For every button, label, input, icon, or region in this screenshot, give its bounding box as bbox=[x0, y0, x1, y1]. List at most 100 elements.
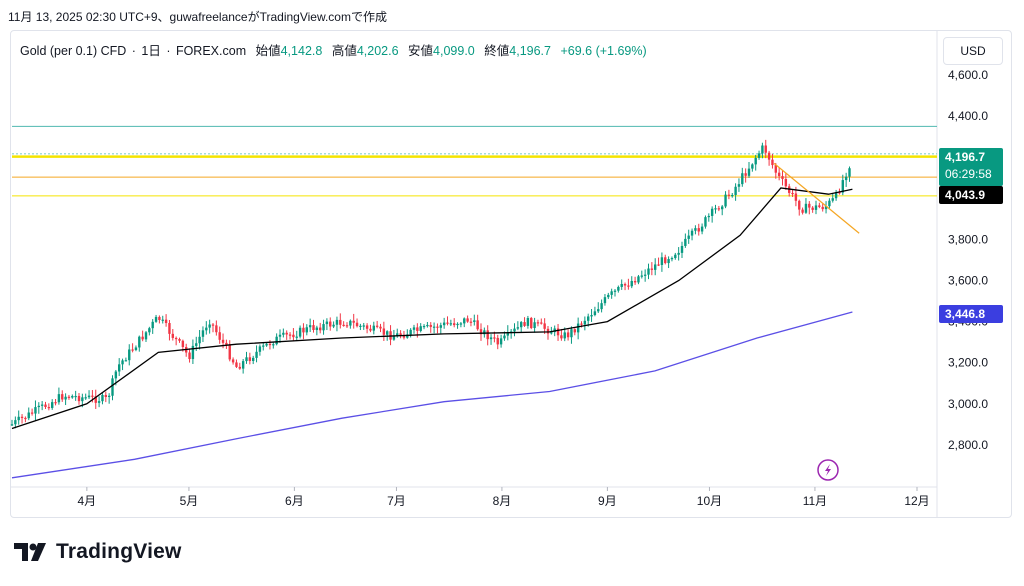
candle-body bbox=[453, 323, 456, 326]
candle-body bbox=[587, 316, 590, 321]
candle-body bbox=[442, 322, 446, 326]
ma-long-tag: 3,446.8 bbox=[939, 305, 1003, 323]
candle-body bbox=[513, 328, 516, 332]
candle-body bbox=[757, 153, 761, 158]
interval[interactable]: 1日 bbox=[141, 44, 161, 58]
candle-body bbox=[439, 325, 442, 328]
candle-body bbox=[148, 328, 151, 333]
candle-body bbox=[637, 276, 640, 283]
candle-body bbox=[272, 344, 275, 346]
candle-body bbox=[489, 337, 493, 340]
candle-body bbox=[647, 268, 650, 275]
candle-body bbox=[349, 320, 352, 326]
x-tick-label: 4月 bbox=[78, 494, 97, 508]
candle-body bbox=[516, 327, 520, 329]
candle-body bbox=[844, 176, 848, 181]
candle-body bbox=[396, 333, 399, 337]
candle-body bbox=[764, 145, 767, 153]
symbol-name[interactable]: Gold (per 0.1) CFD bbox=[20, 44, 127, 58]
symbol-legend: Gold (per 0.1) CFD · 1日 · FOREX.com 始値4,… bbox=[20, 44, 647, 58]
y-tick-label: 4,400.0 bbox=[948, 109, 988, 123]
candle-body bbox=[456, 323, 459, 326]
candle-body bbox=[114, 371, 118, 379]
last-price: 4,196.7 bbox=[945, 150, 986, 164]
candle-body bbox=[429, 324, 432, 327]
candle-body bbox=[365, 325, 369, 329]
candle-body bbox=[848, 168, 851, 177]
x-tick-label: 6月 bbox=[285, 494, 304, 508]
candle-body bbox=[650, 268, 654, 270]
candle-body bbox=[449, 323, 453, 325]
candle-body bbox=[215, 325, 218, 333]
candle-body bbox=[503, 335, 506, 339]
candle-body bbox=[704, 217, 707, 227]
candle-body bbox=[727, 194, 731, 196]
candle-body bbox=[667, 259, 670, 264]
y-tick-label: 3,600.0 bbox=[948, 274, 988, 288]
candle-body bbox=[523, 322, 526, 326]
candle-body bbox=[744, 173, 747, 176]
x-tick-label: 12月 bbox=[904, 494, 929, 508]
candle-body bbox=[520, 322, 523, 328]
candle-body bbox=[258, 346, 262, 352]
candle-body bbox=[168, 323, 171, 334]
candle-body bbox=[339, 319, 342, 325]
candle-body bbox=[27, 412, 30, 419]
y-tick-label: 2,800.0 bbox=[948, 438, 988, 452]
candle-body bbox=[741, 173, 744, 185]
candle-body bbox=[419, 326, 422, 331]
candle-body bbox=[831, 198, 834, 201]
candle-body bbox=[426, 324, 429, 327]
last-price-tag: 4,196.7 06:29:58 bbox=[939, 148, 1003, 186]
candle-body bbox=[613, 290, 617, 292]
high-value: 4,202.6 bbox=[356, 44, 399, 58]
candle-body bbox=[359, 325, 362, 327]
candle-body bbox=[355, 322, 359, 327]
candle-body bbox=[342, 324, 345, 327]
candle-body bbox=[798, 200, 801, 210]
candle-body bbox=[252, 357, 255, 361]
candle-body bbox=[295, 336, 298, 338]
candle-body bbox=[329, 321, 332, 327]
candle-body bbox=[573, 329, 576, 333]
candle-body bbox=[694, 228, 697, 231]
candle-body bbox=[724, 194, 727, 207]
snapshot-caption: 11月 13, 2025 02:30 UTC+9、guwafreelanceがT… bbox=[8, 10, 387, 24]
candle-body bbox=[392, 336, 396, 340]
candle-body bbox=[654, 264, 657, 270]
candle-body bbox=[211, 324, 215, 326]
candle-body bbox=[362, 325, 365, 327]
countdown: 06:29:58 bbox=[945, 167, 992, 181]
candle-body bbox=[282, 332, 285, 335]
candle-body bbox=[643, 274, 647, 276]
x-tick-label: 8月 bbox=[493, 494, 512, 508]
candle-body bbox=[540, 322, 543, 324]
candle-body bbox=[781, 176, 784, 179]
candle-body bbox=[248, 357, 252, 361]
candle-body bbox=[714, 208, 717, 210]
candle-body bbox=[218, 332, 221, 340]
candle-body bbox=[332, 324, 335, 327]
brand: TradingView bbox=[14, 540, 182, 564]
candle-body bbox=[469, 321, 473, 323]
candle-body bbox=[483, 330, 486, 335]
candle-body bbox=[141, 336, 144, 340]
candle-body bbox=[47, 407, 51, 409]
candle-body bbox=[553, 328, 556, 333]
candle-body bbox=[40, 404, 44, 406]
candle-body bbox=[57, 394, 61, 403]
candle-body bbox=[154, 316, 158, 322]
candle-body bbox=[821, 206, 824, 210]
y-tick-label: 3,200.0 bbox=[948, 356, 988, 370]
candle-body bbox=[533, 322, 536, 329]
candle-body bbox=[104, 394, 107, 397]
open-label: 始値 bbox=[255, 44, 281, 58]
candle-body bbox=[627, 285, 630, 287]
candle-body bbox=[566, 332, 570, 338]
candle-body bbox=[506, 332, 509, 336]
candle-body bbox=[71, 395, 74, 398]
x-tick-label: 7月 bbox=[387, 494, 406, 508]
candle-body bbox=[717, 208, 721, 210]
currency-button[interactable]: USD bbox=[943, 37, 1003, 65]
